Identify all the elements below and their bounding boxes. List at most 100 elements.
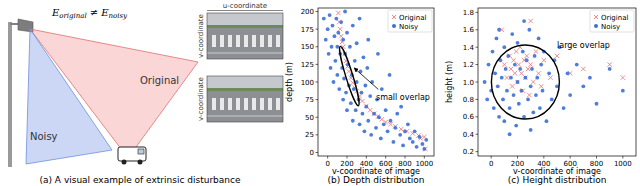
x-tick bbox=[543, 156, 544, 159]
point-stroke bbox=[339, 34, 343, 38]
point bbox=[516, 80, 520, 84]
legend-box bbox=[388, 10, 432, 32]
point bbox=[523, 75, 527, 79]
y-tick-label: 150 bbox=[301, 43, 314, 51]
wheel bbox=[122, 160, 127, 165]
point bbox=[345, 31, 349, 35]
y-tick bbox=[476, 12, 479, 13]
point bbox=[386, 129, 390, 133]
point bbox=[393, 126, 397, 130]
point-stroke bbox=[364, 104, 368, 108]
point bbox=[541, 89, 545, 93]
point bbox=[524, 76, 528, 80]
point bbox=[362, 55, 366, 59]
annotation-text: large overlap bbox=[557, 41, 610, 50]
point bbox=[379, 136, 383, 140]
x-tick bbox=[596, 156, 597, 159]
vehicle bbox=[118, 147, 146, 161]
point-stroke bbox=[513, 71, 517, 75]
figure: Eoriginal≠EnoisyOriginalNoisyu-coordinat… bbox=[0, 0, 640, 186]
point bbox=[529, 128, 533, 132]
point-stroke bbox=[531, 80, 535, 84]
point bbox=[341, 38, 345, 42]
point bbox=[502, 62, 506, 66]
crosswalk-stripe bbox=[260, 35, 264, 47]
point-stroke bbox=[364, 104, 368, 108]
point bbox=[399, 105, 403, 109]
point-stroke bbox=[523, 75, 527, 79]
y-tick bbox=[476, 151, 479, 152]
annotation-arrow bbox=[354, 68, 378, 89]
x-tick bbox=[424, 156, 425, 159]
point bbox=[401, 144, 405, 148]
point bbox=[408, 136, 412, 140]
point bbox=[483, 80, 487, 84]
point bbox=[351, 119, 355, 123]
x-tick bbox=[366, 156, 367, 159]
point bbox=[333, 34, 337, 38]
point bbox=[491, 50, 495, 54]
point bbox=[518, 67, 522, 71]
point bbox=[531, 80, 535, 84]
crosswalk-stripe bbox=[228, 35, 232, 47]
point bbox=[548, 75, 552, 79]
point-stroke bbox=[514, 49, 518, 53]
y-tick-label: 1.6 bbox=[463, 26, 475, 34]
point-stroke bbox=[360, 99, 364, 103]
point-stroke bbox=[542, 58, 546, 62]
crosswalk-stripe bbox=[228, 98, 232, 110]
point bbox=[575, 63, 579, 67]
chart: 020040060080010000.20.40.60.81.01.21.41.… bbox=[445, 8, 636, 185]
vehicle-window bbox=[138, 149, 144, 154]
point-stroke bbox=[607, 62, 611, 66]
point bbox=[344, 91, 348, 95]
point bbox=[595, 102, 599, 106]
point bbox=[415, 145, 419, 149]
legend-label: Noisy bbox=[601, 23, 620, 31]
point bbox=[528, 19, 532, 23]
point bbox=[513, 71, 517, 75]
point bbox=[495, 37, 499, 41]
v-axis-label: v-coordinate bbox=[197, 14, 205, 58]
point bbox=[497, 28, 501, 32]
point bbox=[497, 115, 501, 119]
point bbox=[513, 63, 517, 67]
point bbox=[353, 59, 357, 63]
point bbox=[376, 52, 380, 56]
point bbox=[581, 84, 585, 88]
point bbox=[351, 24, 355, 28]
point bbox=[501, 98, 505, 102]
point-stroke bbox=[519, 71, 523, 75]
point bbox=[506, 54, 510, 58]
point bbox=[331, 24, 335, 28]
point-stroke bbox=[423, 147, 427, 151]
y-tick bbox=[316, 152, 319, 153]
point-stroke bbox=[526, 67, 530, 71]
point-stroke bbox=[338, 27, 342, 31]
y-tick-label: 200 bbox=[301, 8, 314, 16]
point bbox=[529, 84, 533, 88]
y-tick-label: 1.4 bbox=[463, 44, 475, 52]
y-tick bbox=[476, 82, 479, 83]
y-tick-label: 1.2 bbox=[463, 61, 474, 69]
point bbox=[366, 119, 370, 123]
y-tick bbox=[316, 64, 319, 65]
point bbox=[522, 115, 526, 119]
point bbox=[328, 13, 332, 17]
point bbox=[526, 98, 530, 102]
equation: Eoriginal≠Enoisy bbox=[51, 7, 128, 20]
point bbox=[519, 71, 523, 75]
point-stroke bbox=[513, 71, 517, 75]
legend-marker bbox=[594, 15, 598, 19]
legend-marker bbox=[392, 15, 396, 19]
point bbox=[515, 80, 519, 84]
point bbox=[411, 140, 415, 144]
y-tick-label: 1.8 bbox=[463, 9, 474, 17]
point-stroke bbox=[336, 11, 340, 15]
point bbox=[509, 67, 513, 71]
point-stroke bbox=[536, 71, 540, 75]
point bbox=[395, 112, 399, 116]
pole bbox=[8, 22, 12, 167]
point bbox=[568, 93, 572, 97]
point bbox=[388, 122, 392, 126]
